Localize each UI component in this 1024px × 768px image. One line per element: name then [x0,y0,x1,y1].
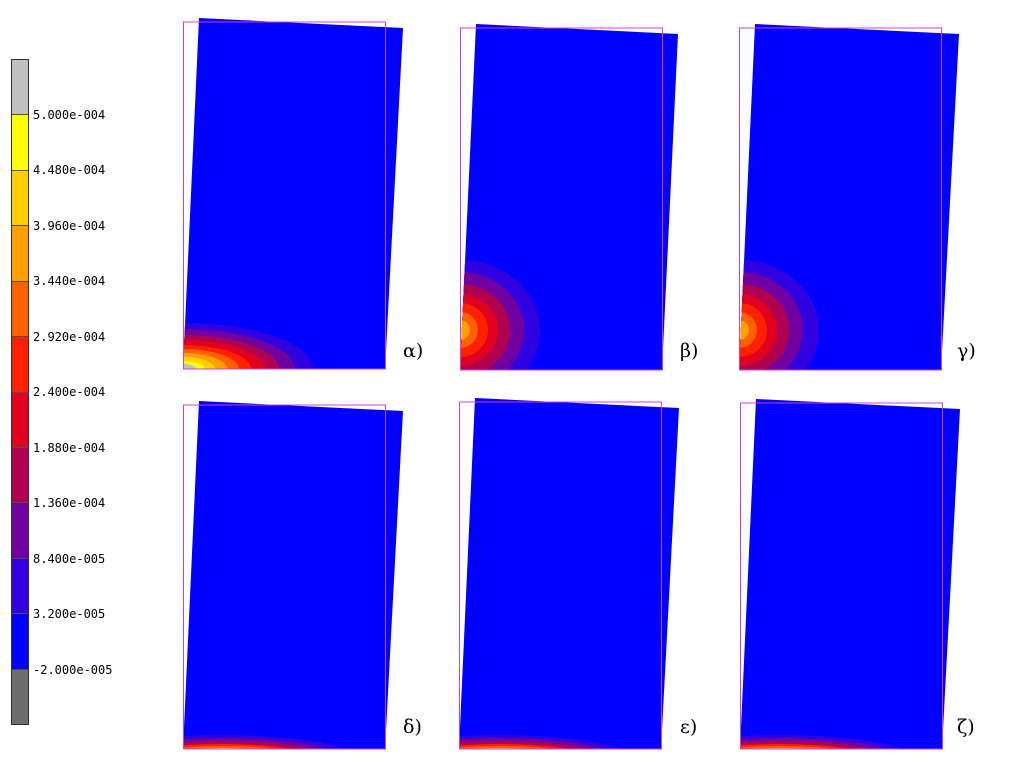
legend-swatch [12,447,28,504]
stress-concentration [183,323,313,369]
panel-label-zeta: ζ) [957,716,975,738]
stress-concentration [739,260,819,370]
contour-band [460,320,470,340]
contour-panel-alpha [183,16,405,371]
contour-band [740,750,850,751]
legend-tick-label: 3.960e-004 [33,218,106,233]
color-scale-bar [11,59,29,725]
legend-swatch [12,669,28,725]
legend-tick-label: 2.400e-004 [33,385,106,399]
legend-tick-label: 2.920e-004 [33,329,106,344]
undeformed-outline [183,21,386,370]
legend-swatch [12,115,28,171]
legend-swatch [12,503,28,559]
legend-tick-label: 3.440e-004 [33,274,106,288]
panel-label-beta: β) [680,340,699,362]
contour-band [739,320,749,340]
undeformed-outline [740,402,943,750]
contour-panel-delta [183,399,405,751]
contour-panel-epsilon [459,396,681,751]
contour-band [459,750,569,751]
contour-panel-zeta [740,397,962,751]
legend-tick-label: 1.360e-004 [33,496,106,510]
deformed-body [459,398,679,749]
panel-label-epsilon: ε) [680,716,698,738]
legend-tick-label: 5.000e-004 [33,107,106,122]
legend-swatch [12,281,28,338]
stress-concentration [740,735,918,751]
contour-band [183,361,205,369]
legend-swatch [12,170,28,227]
contour-band [739,303,767,357]
panel-label-alpha: α) [403,340,424,362]
deformed-body [183,18,403,369]
contour-band [183,357,215,369]
contour-band [183,364,197,369]
contour-band [183,750,293,751]
legend-swatch [12,226,28,282]
stress-concentration [459,735,637,751]
contour-band [460,312,478,348]
legend-tick-label: 8.400e-005 [33,551,106,566]
legend-swatch [12,614,28,670]
deformed-body [740,399,960,749]
legend-swatch [12,392,28,448]
stress-concentration [183,735,361,751]
legend-tick-label: -2.000e-005 [33,662,113,677]
contour-band [739,312,757,348]
legend-swatch [12,558,28,615]
legend-swatch [12,337,28,393]
contour-band [460,303,488,357]
undeformed-outline [460,27,663,371]
stress-concentration [460,260,540,370]
legend-swatch [12,60,28,116]
panel-label-gamma: γ) [957,340,976,362]
undeformed-outline [459,401,662,750]
legend-tick-label: 3.200e-005 [33,607,106,621]
contour-panel-beta [460,22,680,372]
undeformed-outline [183,404,386,750]
deformed-body [183,401,403,749]
contour-panel-gamma [739,22,961,372]
legend-tick-label: 4.480e-004 [33,163,106,177]
panel-label-delta: δ) [403,716,422,738]
undeformed-outline [739,27,942,371]
legend-tick-label: 1.880e-004 [33,440,106,455]
